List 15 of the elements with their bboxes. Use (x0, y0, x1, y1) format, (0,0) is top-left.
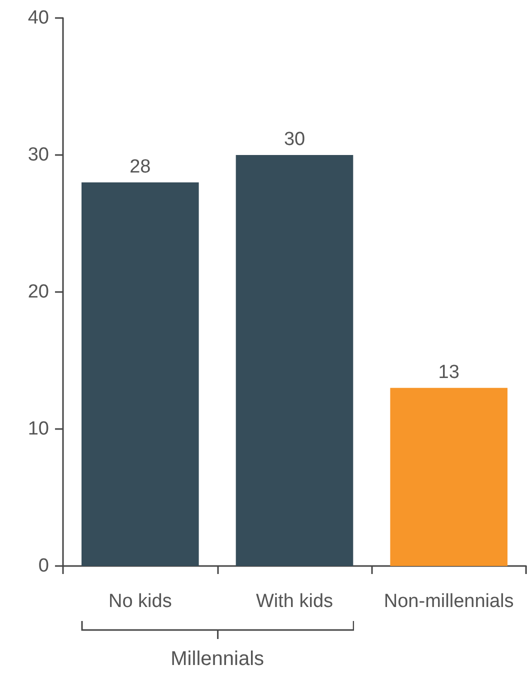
y-tick-label: 0 (38, 556, 49, 576)
bar (82, 182, 199, 566)
bar (236, 155, 354, 566)
data-label: 28 (130, 156, 151, 178)
y-tick-label: 30 (28, 144, 49, 166)
x-tick-label: With kids (256, 591, 334, 612)
x-tick-label: Non-millennials (384, 591, 514, 612)
y-tick-label: 10 (28, 418, 49, 440)
y-tick-label: 40 (28, 8, 49, 28)
y-tick-label: 20 (28, 282, 49, 302)
x-tick-label: No kids (108, 591, 172, 612)
data-label: 30 (284, 129, 306, 150)
bar (390, 388, 508, 566)
data-label: 13 (438, 362, 460, 383)
text: Millennials (170, 648, 264, 671)
